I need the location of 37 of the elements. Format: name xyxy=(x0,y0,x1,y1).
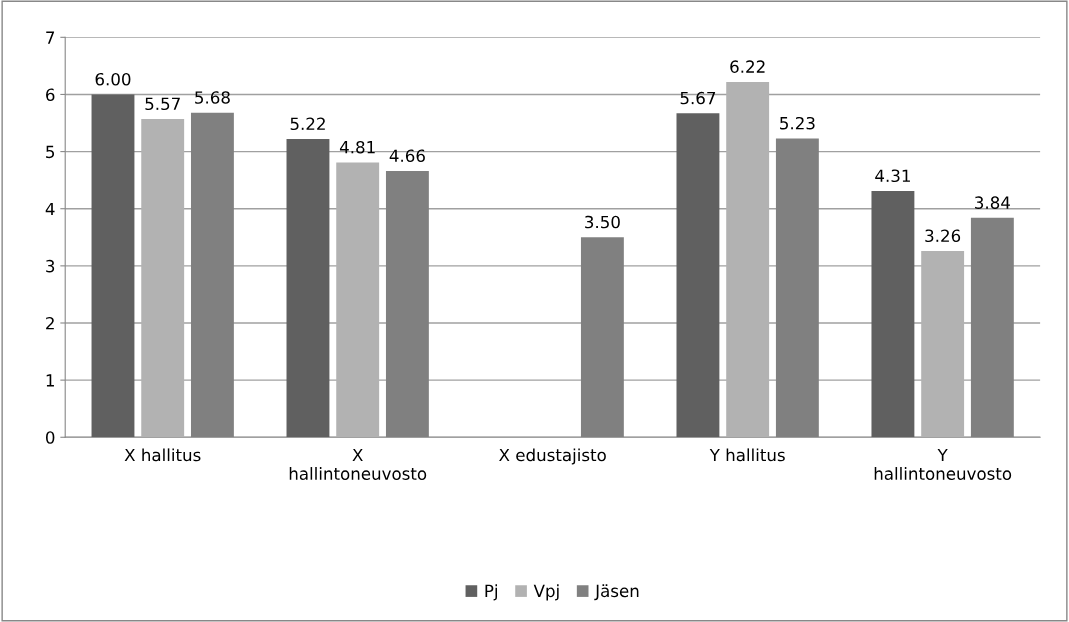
data-label: 4.66 xyxy=(389,149,425,163)
legend-label: Vpj xyxy=(533,584,559,601)
y-tick-label: 0 xyxy=(45,431,55,444)
data-label: 3.50 xyxy=(585,215,620,229)
bar xyxy=(336,162,380,438)
bar xyxy=(91,94,135,438)
data-label: 5.22 xyxy=(290,117,325,131)
legend-label: Pj xyxy=(485,584,497,601)
y-tick-label: 3 xyxy=(46,259,55,273)
data-label: 4.31 xyxy=(875,169,910,183)
data-label: 6.00 xyxy=(95,72,131,86)
data-label: 4.81 xyxy=(339,140,375,154)
data-label: 5.57 xyxy=(145,97,180,111)
bar xyxy=(286,139,330,438)
bar xyxy=(141,119,185,438)
data-label: 5.68 xyxy=(195,91,230,104)
y-tick-label: 1 xyxy=(46,374,54,387)
data-label: 3.26 xyxy=(925,229,961,243)
bar xyxy=(871,191,915,438)
data-label: 6.22 xyxy=(730,60,765,73)
y-tick-label: 6 xyxy=(46,88,55,102)
y-tick-label: 7 xyxy=(46,31,55,44)
data-label: 5.67 xyxy=(680,91,716,105)
data-label: 5.23 xyxy=(780,116,815,130)
y-tick-label: 4 xyxy=(45,202,55,216)
x-tick-label: Y hallitus xyxy=(709,448,785,462)
bar xyxy=(726,81,770,438)
x-tick-label: X hallitus xyxy=(124,448,201,462)
bar xyxy=(921,251,965,438)
bar xyxy=(676,113,720,438)
y-tick-label: 2 xyxy=(46,316,54,330)
x-tick-label: X hallintoneuvosto xyxy=(289,448,427,480)
data-label: 3.84 xyxy=(975,196,1010,209)
x-tick-label: X edustajisto xyxy=(499,448,606,465)
x-tick-label: Y hallintoneuvosto xyxy=(874,448,1012,480)
legend-label: Jäsen xyxy=(594,584,639,601)
y-tick-label: 5 xyxy=(46,145,55,159)
